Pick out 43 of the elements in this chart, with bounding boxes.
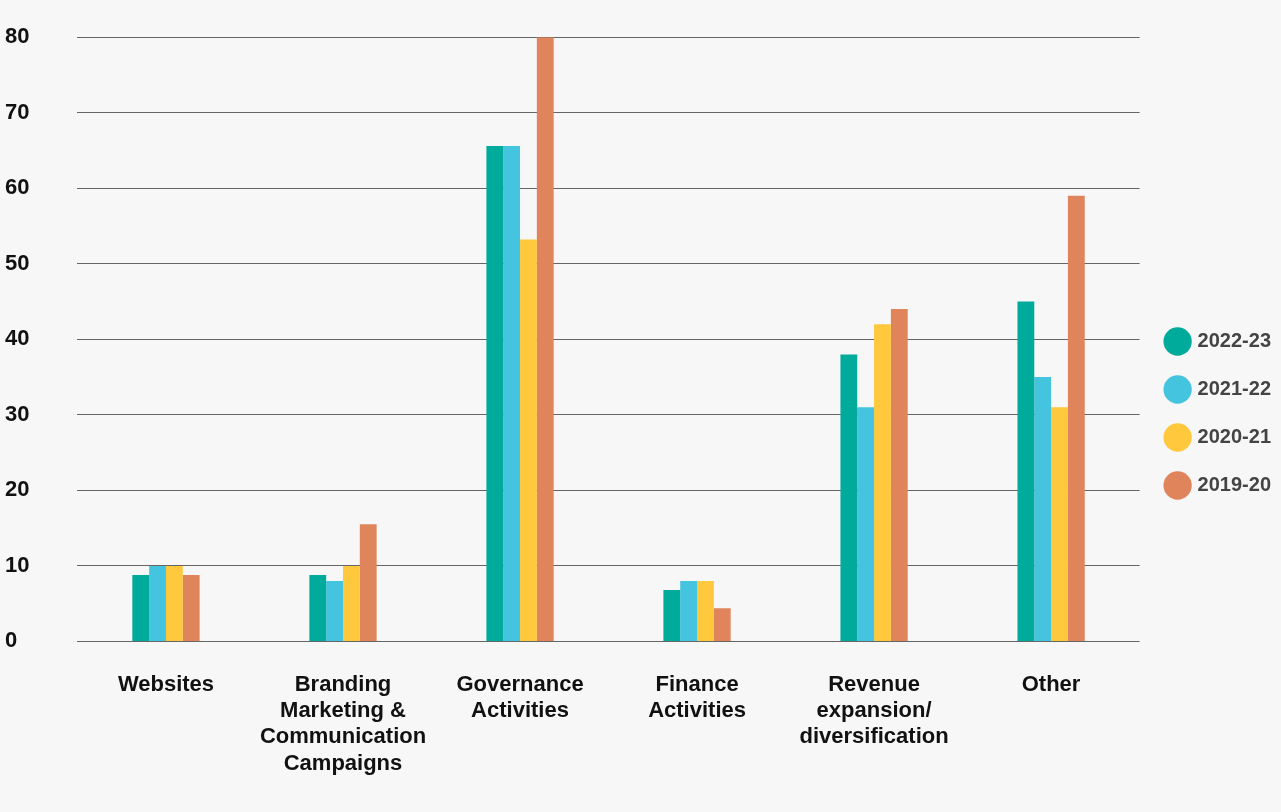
bar bbox=[697, 580, 714, 641]
bar bbox=[663, 590, 681, 641]
y-tick-label: 80 bbox=[5, 23, 30, 49]
x-tick-label: Finance Activities bbox=[648, 670, 746, 723]
bar bbox=[520, 239, 537, 641]
bar bbox=[503, 145, 521, 641]
legend-label: 2021-22 bbox=[1197, 377, 1272, 400]
legend-label: 2019-20 bbox=[1197, 473, 1272, 496]
x-tick-label: Governance Activities bbox=[456, 670, 584, 723]
bar bbox=[857, 407, 875, 641]
bar bbox=[1051, 407, 1068, 641]
y-tick-label: 60 bbox=[5, 174, 30, 200]
y-tick-label: 50 bbox=[5, 249, 30, 275]
bar bbox=[713, 608, 731, 641]
legend-label: 2022-23 bbox=[1197, 329, 1272, 352]
x-tick-label: Branding Marketing & Communication Campaigns bbox=[259, 670, 427, 775]
bar bbox=[132, 574, 150, 641]
bar bbox=[680, 580, 698, 641]
x-tick-label: Other bbox=[1021, 670, 1081, 696]
bar bbox=[1034, 377, 1052, 641]
y-tick-label: 40 bbox=[5, 325, 30, 351]
bar bbox=[182, 574, 200, 641]
bar bbox=[359, 524, 377, 641]
bar bbox=[1067, 195, 1085, 641]
bar bbox=[486, 145, 504, 641]
bar bbox=[326, 580, 343, 641]
bar bbox=[874, 324, 891, 641]
bar bbox=[1017, 301, 1035, 641]
bar bbox=[890, 309, 908, 641]
x-tick-label: Revenue expansion/ diversification bbox=[799, 670, 949, 749]
bar bbox=[840, 354, 858, 641]
y-tick-label: 0 bbox=[5, 627, 18, 653]
y-tick-label: 20 bbox=[5, 476, 30, 502]
bar bbox=[309, 574, 327, 641]
bar bbox=[343, 565, 360, 641]
bar bbox=[165, 565, 183, 641]
bar bbox=[536, 37, 554, 641]
x-tick-label: Websites bbox=[117, 670, 215, 696]
y-tick-label: 10 bbox=[5, 551, 30, 577]
y-tick-label: 70 bbox=[5, 98, 30, 124]
bar bbox=[149, 565, 166, 641]
legend-label: 2020-21 bbox=[1197, 425, 1272, 448]
y-tick-label: 30 bbox=[5, 400, 30, 426]
